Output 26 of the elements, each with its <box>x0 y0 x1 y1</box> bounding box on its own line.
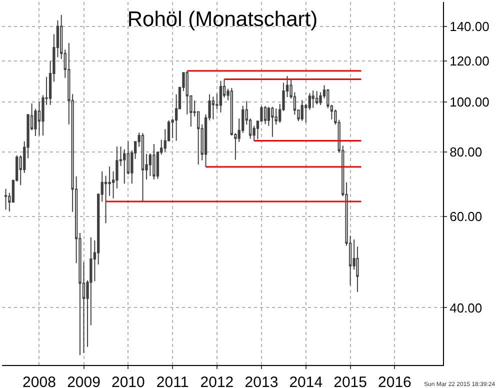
y-tick-label: 120.00 <box>450 53 490 68</box>
candlestick <box>152 144 156 180</box>
y-tick-label: 100.00 <box>450 94 490 110</box>
candlestick <box>300 100 304 122</box>
candlestick <box>4 188 8 210</box>
y-tick-label: 80.00 <box>450 144 482 160</box>
candlestick <box>271 106 274 138</box>
y-tick-label: 40.00 <box>450 300 482 316</box>
candlestick <box>219 80 222 113</box>
candlestick <box>312 90 314 108</box>
y-tick-label: 60.00 <box>450 209 482 224</box>
x-tick-label: 2008 <box>22 374 56 388</box>
x-tick-label: 2011 <box>156 374 189 388</box>
x-tick-label: 2012 <box>200 374 234 388</box>
x-tick-label: 2010 <box>111 374 145 388</box>
x-tick-label: 2015 <box>334 374 367 388</box>
x-tick-label: 2016 <box>378 374 412 388</box>
candlestick <box>212 96 215 120</box>
candlestick <box>141 132 144 202</box>
chart-title: Rohöl (Monatschart) <box>127 8 318 31</box>
x-tick-label: 2014 <box>289 374 323 388</box>
x-tick-label: 2009 <box>67 374 100 388</box>
y-tick-label: 140.00 <box>450 18 490 34</box>
x-tick-label: 2013 <box>244 374 278 388</box>
candlestick <box>264 105 267 125</box>
candlestick <box>316 90 318 105</box>
